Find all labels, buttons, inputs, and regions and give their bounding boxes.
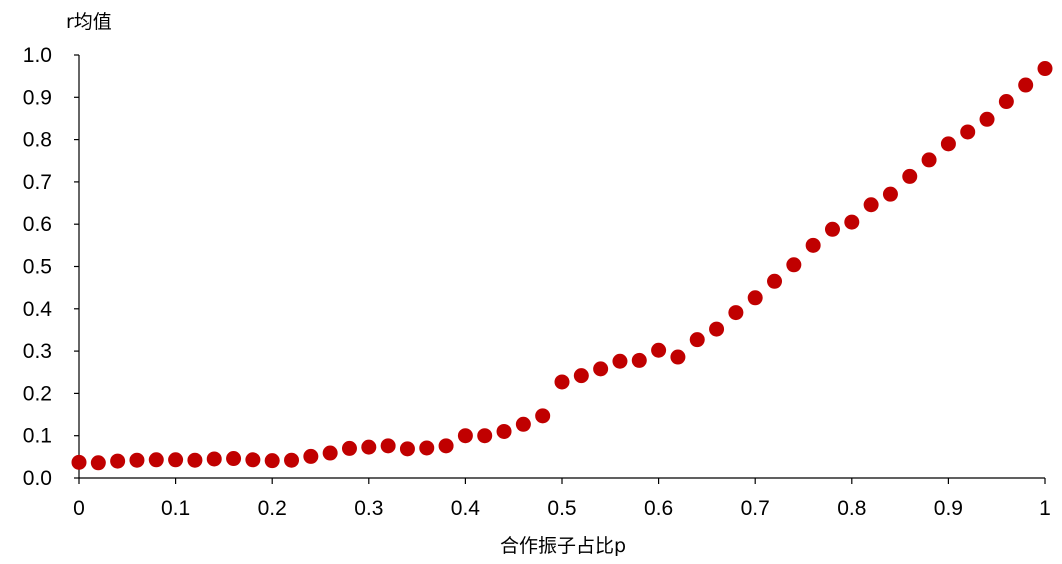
x-tick-label: 0.7 [741, 497, 770, 520]
x-tick-label: 0.4 [451, 497, 481, 520]
data-point [824, 221, 840, 237]
x-tick-label: 0.1 [161, 497, 190, 520]
data-point [419, 440, 435, 456]
data-point [129, 452, 145, 468]
data-point [940, 136, 956, 152]
data-point [303, 448, 319, 464]
data-point [844, 214, 860, 230]
data-point [709, 321, 725, 337]
y-axis-ticks: 0.0 0.1 0.2 0.3 0.4 0.5 0.6 0.7 0.8 0.9 1.0 [23, 44, 79, 490]
y-tick-label: 1.0 [23, 44, 52, 67]
y-tick-label: 0.2 [23, 382, 52, 405]
data-point [438, 438, 454, 454]
data-point [786, 257, 802, 273]
data-point [110, 453, 126, 469]
data-point [380, 438, 396, 454]
x-tick-label: 0.5 [547, 497, 576, 520]
data-point [728, 305, 744, 321]
data-point [264, 453, 280, 469]
data-point [902, 168, 918, 184]
x-tick-label: 0.6 [644, 497, 673, 520]
y-tick-label: 0.4 [23, 298, 53, 321]
x-axis-ticks: 0 0.1 0.2 0.3 0.4 0.5 0.6 0.7 0.8 0.9 1 [73, 478, 1051, 520]
data-point [477, 428, 493, 444]
data-point [689, 332, 705, 348]
x-tick-label: 0.9 [934, 497, 963, 520]
data-point [148, 452, 164, 468]
data-points [71, 61, 1053, 471]
data-point [612, 353, 628, 369]
y-tick-label: 0.7 [23, 171, 52, 194]
data-point [1018, 77, 1034, 93]
data-point [361, 439, 377, 455]
data-point [457, 428, 473, 444]
data-point [515, 416, 531, 432]
data-point [670, 349, 686, 365]
data-point [90, 455, 106, 471]
y-tick-label: 0.3 [23, 340, 52, 363]
y-axis-title: r均值 [66, 11, 112, 33]
data-point [554, 374, 570, 390]
data-point [71, 454, 87, 470]
data-point [284, 452, 300, 468]
data-point [206, 451, 222, 467]
data-point [863, 197, 879, 213]
data-point [593, 361, 609, 377]
data-point [882, 186, 898, 202]
y-tick-label: 0.6 [23, 213, 52, 236]
data-point [767, 273, 783, 289]
data-point [747, 290, 763, 306]
x-tick-label: 0.3 [354, 497, 383, 520]
axes [78, 55, 1045, 479]
x-axis-title: 合作振子占比p [500, 535, 626, 557]
data-point [496, 423, 512, 439]
y-tick-label: 0.8 [23, 129, 52, 152]
data-point [168, 452, 184, 468]
data-point [998, 94, 1014, 110]
y-tick-label: 0.5 [23, 256, 52, 279]
data-point [187, 452, 203, 468]
data-point [399, 441, 415, 457]
data-point [631, 352, 647, 368]
data-point [535, 408, 551, 424]
data-point [322, 445, 338, 461]
data-point [805, 237, 821, 253]
y-tick-label: 0.0 [23, 467, 52, 490]
data-point [921, 152, 937, 168]
y-tick-label: 0.9 [23, 86, 52, 109]
x-tick-label: 0.8 [837, 497, 866, 520]
x-tick-label: 0.2 [258, 497, 287, 520]
x-tick-label: 0 [73, 497, 85, 520]
data-point [573, 368, 589, 384]
x-tick-label: 1 [1039, 497, 1051, 520]
data-point [979, 111, 995, 127]
data-point [651, 342, 667, 358]
data-point [1037, 61, 1053, 77]
data-point [960, 124, 976, 140]
data-point [341, 440, 357, 456]
y-tick-label: 0.1 [23, 425, 52, 448]
data-point [226, 451, 242, 467]
data-point [245, 452, 261, 468]
